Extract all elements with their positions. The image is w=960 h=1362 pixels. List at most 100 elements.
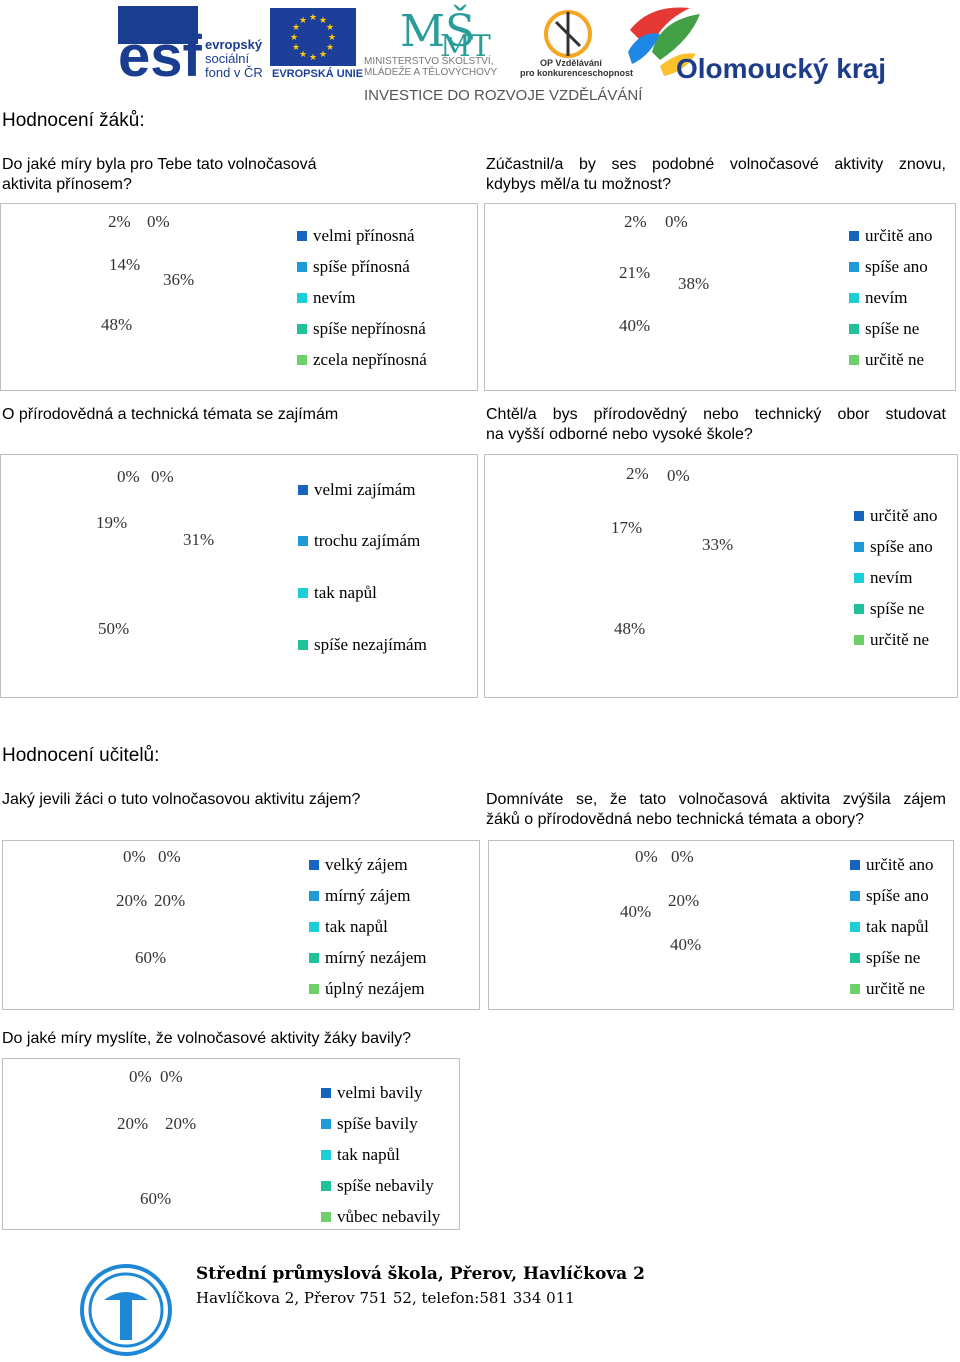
question-1: Do jaké míry byla pro Tebe tato volnočas… <box>2 156 317 193</box>
pie-label: 0% <box>147 212 170 231</box>
legend-item: určitě ano <box>854 506 938 526</box>
legend-item: tak napůl <box>298 583 377 603</box>
tagline: INVESTICE DO ROZVOJE VZDĚLÁVÁNÍ <box>364 87 643 104</box>
legend-item: spíše nebavily <box>321 1176 434 1196</box>
svg-text:pro konkurenceschopnost: pro konkurenceschopnost <box>520 68 633 78</box>
legend-item: mírný zájem <box>309 886 410 906</box>
footer-address: Havlíčkova 2, Přerov 751 52, telefon:581… <box>196 1289 575 1307</box>
pie-label: 0% <box>635 847 658 866</box>
svg-text:Olomoucký kraj: Olomoucký kraj <box>676 53 886 84</box>
pie-label: 20% <box>116 891 148 910</box>
legend-item: tak napůl <box>321 1145 400 1165</box>
chart-box-1: 2% 0% 14% 36% 48% velmi přínosná spíše p… <box>0 203 478 391</box>
svg-text:★: ★ <box>326 23 334 33</box>
pie-label: 20% <box>668 891 700 910</box>
pie-label: 0% <box>667 466 690 485</box>
svg-text:★: ★ <box>319 16 327 26</box>
svg-text:OP Vzdělávání: OP Vzdělávání <box>540 58 602 68</box>
legend-item: velký zájem <box>309 855 408 875</box>
legend-item: spíše ano <box>854 537 933 557</box>
legend-item: nevím <box>849 288 908 308</box>
pie-label: 20% <box>165 1114 197 1133</box>
pie-label: 19% <box>96 513 128 532</box>
olomoucky-kraj-logo: Olomoucký kraj <box>628 7 886 84</box>
svg-text:★: ★ <box>319 50 327 60</box>
question-3: O přírodovědná a technická témata se zaj… <box>2 406 339 423</box>
pie-label: 50% <box>98 619 130 638</box>
svg-text:★: ★ <box>309 53 317 63</box>
pie-label: 2% <box>624 212 647 231</box>
legend-item: velmi přínosná <box>297 226 415 246</box>
esf-logo-text: esf <box>118 24 203 89</box>
legend-item: určitě ano <box>849 226 933 246</box>
pie-label: 40% <box>670 935 702 954</box>
pie-label: 2% <box>108 212 131 231</box>
legend-item: spíše ne <box>849 319 919 339</box>
legend-item: určitě ano <box>850 855 934 875</box>
pie-label: 2% <box>626 464 649 483</box>
chart-box-4: 2% 0% 17% 33% 48% určitě ano spíše ano n… <box>484 454 958 698</box>
msmt-logo: MŠ MT MINISTERSTVO ŠKOLSTVÍ, MLÁDEŽE A T… <box>364 4 498 78</box>
legend-item: velmi bavily <box>321 1083 422 1103</box>
legend-item: spíše ne <box>854 599 924 619</box>
pie-label: 0% <box>158 847 181 866</box>
svg-text:★: ★ <box>299 16 307 26</box>
legend-item: velmi zajímám <box>298 480 416 500</box>
question-7: Do jaké míry myslíte, že volnočasové akt… <box>2 1030 412 1047</box>
logo-header: esf evropský sociální fond v ČR ★ ★ ★ ★ ★ ★ … <box>0 0 960 110</box>
chart-box-6: 0% 0% 40% 20% 40% určitě ano spíše ano t… <box>488 840 954 1010</box>
pie-label: 17% <box>611 518 643 537</box>
pie-label: 40% <box>620 902 652 921</box>
pie-label: 0% <box>160 1067 183 1086</box>
legend-item: zcela nepřínosná <box>297 350 427 370</box>
question-6: Domníváte se, že tato volnočasová aktivi… <box>486 791 946 828</box>
pie-label: 60% <box>135 948 167 967</box>
pie-label: 20% <box>154 891 186 910</box>
legend-item: spíše bavily <box>321 1114 418 1134</box>
legend-item: spíše nepřínosná <box>297 319 426 339</box>
pie-label: 0% <box>123 847 146 866</box>
svg-text:★: ★ <box>290 33 298 43</box>
chart-box-2: 2% 0% 21% 38% 40% určitě ano spíše ano n… <box>484 203 956 391</box>
legend-item: určitě ne <box>854 630 929 650</box>
svg-text:EVROPSKÁ UNIE: EVROPSKÁ UNIE <box>272 67 363 80</box>
legend-item: tak napůl <box>850 917 929 937</box>
pie-label: 20% <box>117 1114 149 1133</box>
op-logo: OP Vzdělávání pro konkurenceschopnost <box>520 10 633 78</box>
pie-label: 21% <box>619 263 651 282</box>
svg-text:MINISTERSTVO ŠKOLSTVÍ,: MINISTERSTVO ŠKOLSTVÍ, <box>364 54 493 67</box>
pie-label: 38% <box>678 274 710 293</box>
legend-item: určitě ne <box>849 350 924 370</box>
svg-text:evropský: evropský <box>205 37 263 52</box>
question-2: Zúčastnil/a by ses podobné volnočasové a… <box>486 156 946 193</box>
pie-label: 0% <box>129 1067 152 1086</box>
pie-label: 0% <box>665 212 688 231</box>
svg-text:★: ★ <box>292 43 300 53</box>
logo-graphics: esf evropský sociální fond v ČR ★ ★★ ★★★ … <box>118 4 886 104</box>
svg-text:★: ★ <box>299 50 307 60</box>
section-title-students: Hodnocení žáků: <box>2 110 145 131</box>
chart-box-7: 0% 0% 20% 20% 60% velmi bavily spíše bav… <box>2 1058 460 1230</box>
svg-text:★: ★ <box>292 23 300 33</box>
pie-label: 60% <box>140 1189 172 1208</box>
svg-text:fond v ČR: fond v ČR <box>205 65 263 80</box>
svg-text:★: ★ <box>309 13 317 23</box>
legend-item: mírný nezájem <box>309 948 427 968</box>
chart-box-5: 0% 0% 20% 20% 60% velký zájem mírný záje… <box>2 840 480 1010</box>
pie-label: 0% <box>671 847 694 866</box>
pie-label: 40% <box>619 316 651 335</box>
legend-item: tak napůl <box>309 917 388 937</box>
pie-label: 31% <box>183 530 215 549</box>
svg-text:MT: MT <box>440 29 491 64</box>
footer-school-name: Střední průmyslová škola, Přerov, Havlíč… <box>196 1264 645 1284</box>
question-4: Chtěl/a bys přírodovědný nebo technický … <box>486 406 946 443</box>
legend-item: spíše přínosná <box>297 257 410 277</box>
legend-item: určitě ne <box>850 979 925 999</box>
pie-label: 33% <box>702 535 734 554</box>
svg-text:★: ★ <box>328 33 336 43</box>
legend-item: spíše nezajímám <box>298 635 427 655</box>
chart-box-3: 0% 0% 19% 31% 50% velmi zajímám trochu z… <box>0 454 478 698</box>
pie-label: 0% <box>151 467 174 486</box>
pie-label: 0% <box>117 467 140 486</box>
legend-item: spíše ne <box>850 948 920 968</box>
